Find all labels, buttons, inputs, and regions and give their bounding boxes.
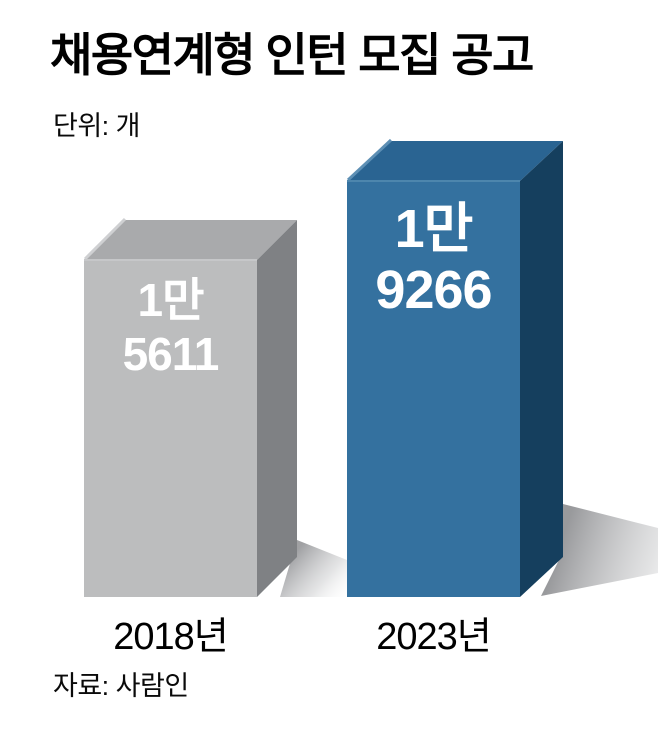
chart-title: 채용연계형 인턴 모집 공고: [50, 29, 534, 81]
bar-2018-value-label: 1만 5611: [84, 273, 257, 381]
bar-2023-side-face: [520, 141, 563, 597]
bar-2018-value-line2: 5611: [122, 328, 220, 380]
unit-label: 단위: 개: [53, 111, 141, 141]
bar-2018-value-line1: 1만: [137, 274, 205, 326]
bar-2023-shadow: [541, 504, 658, 596]
category-label-2018: 2018년: [113, 616, 229, 658]
bar-2023-value-line1: 1만: [394, 199, 474, 259]
bar-2023-top-left-bevel: [346, 138, 393, 182]
bar-2018-shadow: [280, 540, 362, 597]
bar-2023-top-face: [347, 141, 563, 181]
bar-2018-top-face: [84, 220, 297, 260]
bar-2018-side-face: [257, 220, 297, 597]
bar-2018-top-left-bevel: [83, 217, 127, 261]
bar-2023-value-line2: 9266: [375, 260, 492, 320]
source-label: 자료: 사람인: [53, 671, 189, 701]
category-label-2023: 2023년: [376, 616, 492, 658]
bar-2018-front-face: [84, 260, 257, 597]
bar-2023-front-face: [347, 181, 520, 597]
bar-2023-value-label: 1만 9266: [347, 199, 520, 321]
